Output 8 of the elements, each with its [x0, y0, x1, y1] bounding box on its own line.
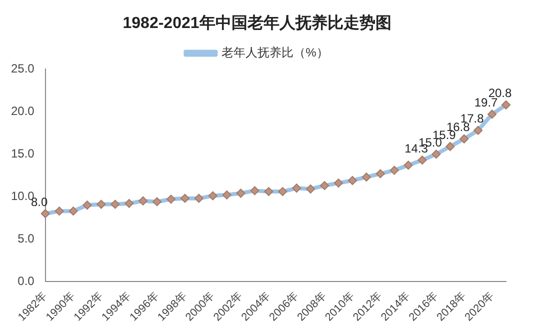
- y-tick-label: 5.0: [18, 231, 35, 246]
- data-label: 19.7: [474, 96, 498, 110]
- y-tick-label: 15.0: [10, 146, 35, 160]
- y-tick-label: 25.0: [10, 62, 35, 76]
- y-tick-label: 20.0: [10, 104, 35, 118]
- chart-title: 1982-2021年中国老年人抚养比走势图: [122, 13, 392, 32]
- legend-label: 老年人抚养比（%）: [222, 46, 328, 60]
- y-tick-label: 0.0: [18, 274, 35, 288]
